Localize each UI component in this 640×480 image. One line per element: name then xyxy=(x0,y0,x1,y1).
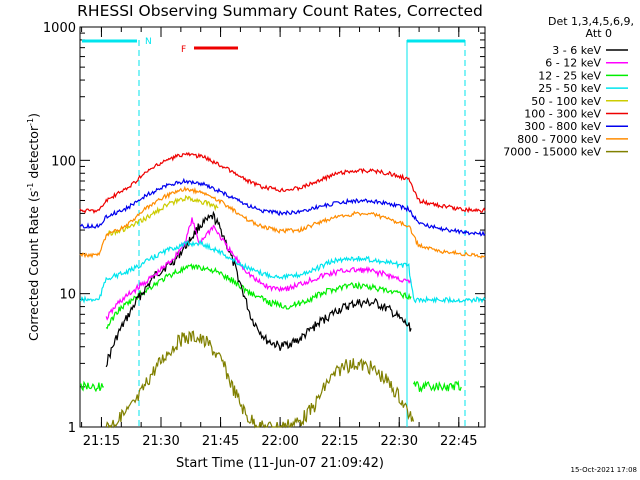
legend-header-2: Att 0 xyxy=(586,27,612,40)
legend-entry-label: 7000 - 15000 keV xyxy=(503,146,601,159)
series-line-6 xyxy=(79,177,486,237)
legend-entry-label: 50 - 100 keV xyxy=(531,95,601,108)
legend-entry-label: 800 - 7000 keV xyxy=(517,133,601,146)
x-axis-label: Start Time (11-Jun-07 21:09:42) xyxy=(176,456,384,471)
y-tick-label: 100 xyxy=(51,154,76,169)
y-tick-label: 1 xyxy=(68,421,76,436)
series-line-2 xyxy=(105,263,412,330)
series-layer xyxy=(79,151,486,429)
y-axis-ticks: 1 10 100 1000 xyxy=(43,21,485,436)
legend-entry-label: 25 - 50 keV xyxy=(538,82,601,95)
series-line-0 xyxy=(105,210,412,368)
x-tick-label: 22:15 xyxy=(321,434,358,449)
n-flag-label: N xyxy=(145,37,152,47)
x-tick-label: 22:00 xyxy=(261,434,298,449)
series-line-3 xyxy=(79,239,486,304)
plot-frame xyxy=(79,26,486,428)
series-line-5 xyxy=(79,151,486,214)
y-axis-label-sup-b: -1 xyxy=(26,183,35,191)
x-tick-label: 21:45 xyxy=(202,434,239,449)
flag-markers: N F xyxy=(82,37,466,427)
series-line-7 xyxy=(79,185,486,259)
y-axis-label-sup-d: -1 xyxy=(26,118,35,126)
legend-entry-label: 300 - 800 keV xyxy=(524,120,601,133)
y-axis-label-part-c: detector xyxy=(26,125,41,183)
y-axis-label-part-a: Corrected Count Rate (s xyxy=(26,191,41,341)
y-axis-label: Corrected Count Rate (s-1 detector-1) xyxy=(26,113,41,341)
extra-series-0-1 xyxy=(412,380,462,393)
series-line-1 xyxy=(105,217,412,321)
legend-entry-label: 3 - 6 keV xyxy=(552,44,601,57)
x-tick-label: 21:15 xyxy=(83,434,120,449)
x-axis-ticks: 21:15 21:30 21:45 22:00 22:15 22:30 22:45 xyxy=(81,27,480,449)
legend-entry-label: 100 - 300 keV xyxy=(524,108,601,121)
legend-entry-label: 6 - 12 keV xyxy=(545,57,601,70)
chart-title: RHESSI Observing Summary Count Rates, Co… xyxy=(77,2,483,20)
y-tick-label: 1000 xyxy=(43,21,76,36)
x-tick-label: 22:30 xyxy=(381,434,418,449)
x-tick-label: 22:45 xyxy=(440,434,477,449)
series-line-8 xyxy=(105,330,415,429)
f-flag-label: F xyxy=(181,45,186,55)
x-tick-label: 21:30 xyxy=(142,434,179,449)
series-line-4 xyxy=(105,194,219,237)
y-tick-label: 10 xyxy=(59,288,76,303)
footer-date: 15-Oct-2021 17:08 xyxy=(571,466,637,474)
legend-entry-label: 12 - 25 keV xyxy=(538,69,601,82)
legend-header-1: Det 1,3,4,5,6,9, xyxy=(548,15,634,28)
extra-series-0-0 xyxy=(79,380,104,393)
y-axis-label-part-e: ) xyxy=(26,113,41,118)
